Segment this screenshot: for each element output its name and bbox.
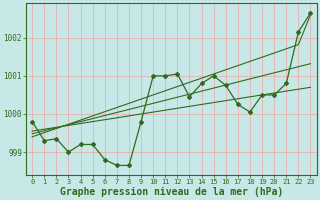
X-axis label: Graphe pression niveau de la mer (hPa): Graphe pression niveau de la mer (hPa)	[60, 186, 283, 197]
